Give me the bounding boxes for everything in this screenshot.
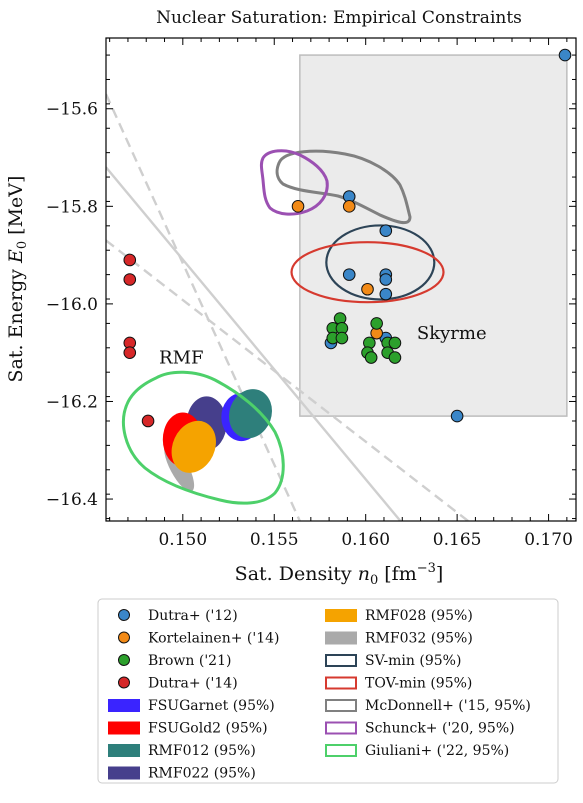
data-point-series4-1 xyxy=(123,253,137,267)
legend-item-rmf032-95: RMF032 (95%) xyxy=(325,631,473,647)
chart-title: Nuclear Saturation: Empirical Constraint… xyxy=(156,8,522,28)
legend-label: SV-min (95%) xyxy=(365,653,461,669)
legend-item-schunck-20-95: Schunck+ ('20, 95%) xyxy=(325,721,515,737)
y-tick-label: −16.0 xyxy=(46,295,98,315)
y-axis-label: Sat. Energy E0 [MeV] xyxy=(5,176,30,383)
constraint-band-line-3 xyxy=(106,239,469,521)
legend-swatch xyxy=(108,766,140,780)
data-point-series3-6 xyxy=(370,317,383,330)
plot-clip-group: RMF Skyrme xyxy=(106,48,572,521)
legend-label: RMF022 (95%) xyxy=(148,766,256,782)
data-point-series3-5 xyxy=(335,331,349,345)
legend-label: Dutra+ ('14) xyxy=(148,676,238,692)
legend-marker xyxy=(118,609,130,621)
data-point-series1-3 xyxy=(379,224,393,238)
legend-swatch xyxy=(108,699,140,712)
x-tick-label: 0.155 xyxy=(250,530,299,550)
legend-item-sv-min-95: SV-min (95%) xyxy=(325,653,461,669)
legend-label: RMF028 (95%) xyxy=(365,608,473,624)
legend-item-rmf022-95: RMF022 (95%) xyxy=(108,766,256,782)
legend-label: Giuliani+ ('22, 95%) xyxy=(365,743,509,759)
legend-swatch xyxy=(108,721,140,735)
legend-item-giuliani-22-95: Giuliani+ ('22, 95%) xyxy=(325,743,509,759)
ellipse-rmf028-95- xyxy=(171,420,216,473)
data-point-series3-11 xyxy=(364,351,378,364)
data-point-series1-6 xyxy=(379,273,393,286)
legend-item-fsugarnet-95: FSUGarnet (95%) xyxy=(108,698,275,714)
legend-item-rmf012-95: RMF012 (95%) xyxy=(108,743,256,759)
legend-label: Brown ('21) xyxy=(148,653,231,669)
legend-item-dutra-14: Dutra+ ('14) xyxy=(118,676,238,692)
x-tick-label: 0.165 xyxy=(433,530,482,550)
annotation-skyrme: Skyrme xyxy=(417,323,487,344)
legend-swatch xyxy=(325,699,357,712)
legend-swatch xyxy=(325,654,357,667)
legend-box xyxy=(97,598,559,784)
data-point-series3-9 xyxy=(388,336,402,350)
legend-label: FSUGarnet (95%) xyxy=(148,698,275,714)
legend-label: TOV-min (95%) xyxy=(365,676,472,692)
legend-item-mcdonnell-15-95: McDonnell+ ('15, 95%) xyxy=(325,698,531,714)
data-point-series1-1 xyxy=(558,48,572,62)
y-tick-label: −16.4 xyxy=(46,490,98,510)
axis-layer: 0.150 0.155 0.160 0.165 0.170 −15.6 −15.8 −16.0… xyxy=(46,38,576,550)
data-point-series4-5 xyxy=(141,414,155,428)
legend-swatch xyxy=(325,609,357,622)
plot-layer: RMF Skyrme xyxy=(106,48,572,521)
contour-schunck-20-95 xyxy=(259,149,329,216)
skyrme-region xyxy=(299,54,568,417)
ellipse-rmf012-95- xyxy=(228,389,272,439)
data-point-series2-1 xyxy=(291,200,305,213)
x-axis-label: Sat. Density n0 [fm−3] xyxy=(235,561,444,588)
y-tick-label: −15.6 xyxy=(46,100,98,120)
legend-item-tov-min-95: TOV-min (95%) xyxy=(325,676,472,692)
constraint-band-line-1 xyxy=(106,93,301,521)
legend-item-kortelainen-14: Kortelainen+ ('14) xyxy=(118,631,280,647)
legend-marker xyxy=(118,654,130,666)
legend-swatch xyxy=(325,631,357,645)
data-point-series4-4 xyxy=(123,346,137,359)
legend-swatch xyxy=(108,744,140,757)
legend: Dutra+ ('12) Kortelainen+ ('14) Brown ('21… xyxy=(108,608,531,782)
data-point-series4-2 xyxy=(123,273,137,286)
legend-item-dutra-12: Dutra+ ('12) xyxy=(118,608,238,624)
legend-label: FSUGold2 (95%) xyxy=(148,721,268,737)
legend-item-brown-21: Brown ('21) xyxy=(118,653,231,669)
x-tick-label: 0.160 xyxy=(341,530,390,550)
legend-item-rmf028-95: RMF028 (95%) xyxy=(325,608,473,624)
data-point-series1-4 xyxy=(342,268,356,281)
y-tick-label: −15.8 xyxy=(46,197,98,217)
annotation-rmf: RMF xyxy=(159,348,203,369)
data-point-series1-10 xyxy=(450,409,464,423)
data-point-series3-13 xyxy=(388,351,402,364)
legend-swatch xyxy=(325,676,357,690)
contour-sv-min-95 xyxy=(325,224,436,301)
legend-label: Kortelainen+ ('14) xyxy=(148,631,280,647)
legend-label: RMF012 (95%) xyxy=(148,743,256,759)
legend-swatch xyxy=(325,721,357,735)
legend-marker xyxy=(118,676,130,689)
constraint-band-line-2 xyxy=(106,166,402,521)
contour-giuliani-22-95 xyxy=(122,370,285,505)
data-point-series2-2 xyxy=(342,200,356,213)
plot-frame xyxy=(105,37,577,522)
legend-label: Dutra+ ('12) xyxy=(148,608,238,624)
legend-label: McDonnell+ ('15, 95%) xyxy=(365,698,531,714)
data-point-series1-7 xyxy=(379,287,393,301)
x-tick-label: 0.150 xyxy=(158,530,207,550)
legend-item-fsugold2-95: FSUGold2 (95%) xyxy=(108,721,268,737)
legend-swatch xyxy=(325,744,357,757)
legend-label: Schunck+ ('20, 95%) xyxy=(365,721,515,737)
data-point-series2-3 xyxy=(361,282,374,296)
x-tick-label: 0.170 xyxy=(524,530,573,550)
contour-mcdonnell-15-95 xyxy=(275,149,412,225)
legend-label: RMF032 (95%) xyxy=(365,631,473,647)
contour-tov-min-95 xyxy=(290,241,445,304)
legend-marker xyxy=(118,631,130,644)
y-tick-label: −16.2 xyxy=(46,392,98,412)
